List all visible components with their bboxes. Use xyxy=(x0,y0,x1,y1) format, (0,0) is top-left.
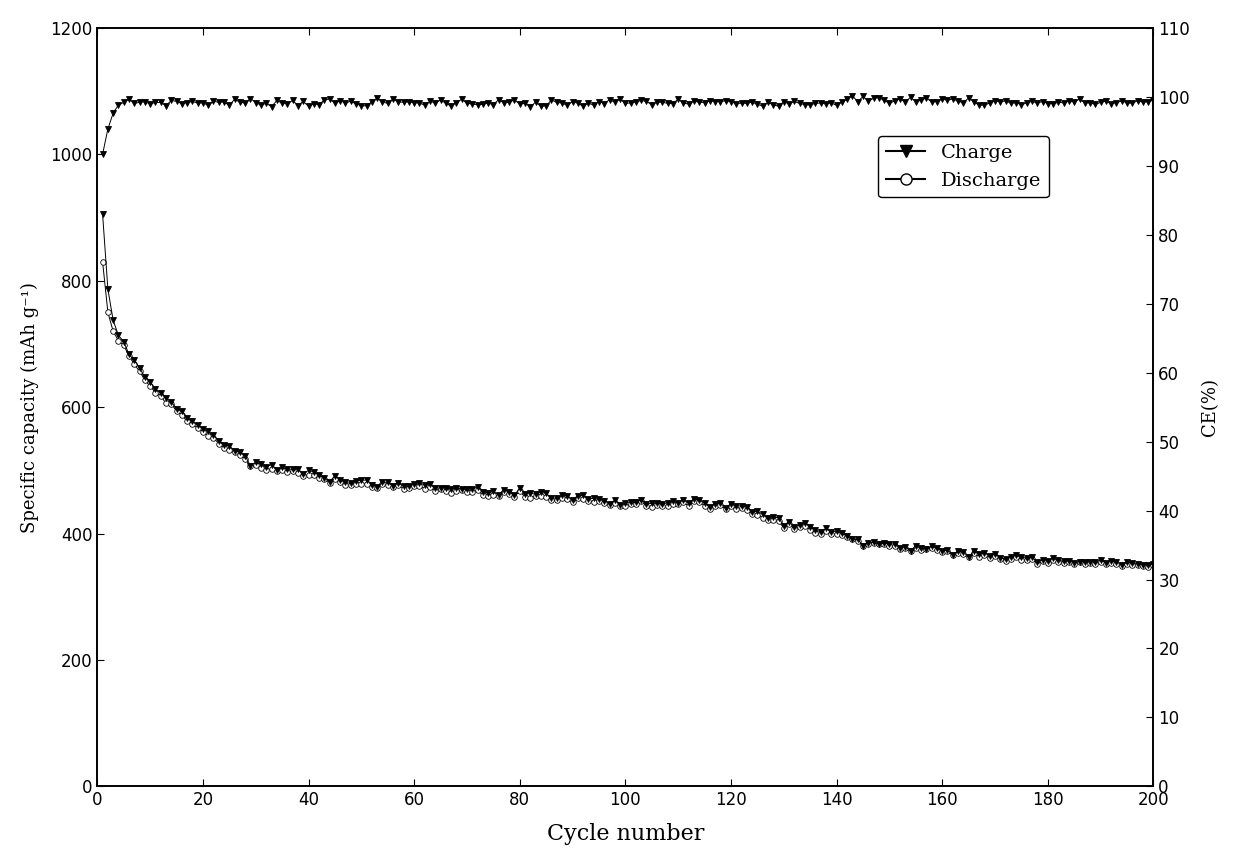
Discharge xyxy=(1056,558,1071,568)
Discharge xyxy=(374,479,389,489)
Y-axis label: Specific capacity (mAh g⁻¹): Specific capacity (mAh g⁻¹) xyxy=(21,281,40,533)
Charge xyxy=(374,97,389,107)
Charge xyxy=(138,96,153,107)
Y-axis label: CE(%): CE(%) xyxy=(1202,378,1219,436)
Line: Discharge: Discharge xyxy=(99,259,1156,570)
Charge xyxy=(1099,96,1114,107)
X-axis label: Cycle number: Cycle number xyxy=(547,824,704,845)
Charge xyxy=(1061,96,1076,107)
Line: Charge: Charge xyxy=(99,93,1156,157)
Charge xyxy=(1146,95,1161,106)
Charge xyxy=(95,149,110,159)
Charge xyxy=(844,90,859,100)
Discharge xyxy=(1146,560,1161,571)
Discharge xyxy=(1094,557,1109,567)
Charge xyxy=(290,100,305,111)
Discharge xyxy=(138,375,153,385)
Discharge xyxy=(1141,562,1156,572)
Discharge xyxy=(290,468,305,478)
Charge xyxy=(159,100,174,111)
Discharge xyxy=(159,398,174,409)
Discharge xyxy=(95,256,110,267)
Legend: Charge, Discharge: Charge, Discharge xyxy=(878,136,1049,197)
